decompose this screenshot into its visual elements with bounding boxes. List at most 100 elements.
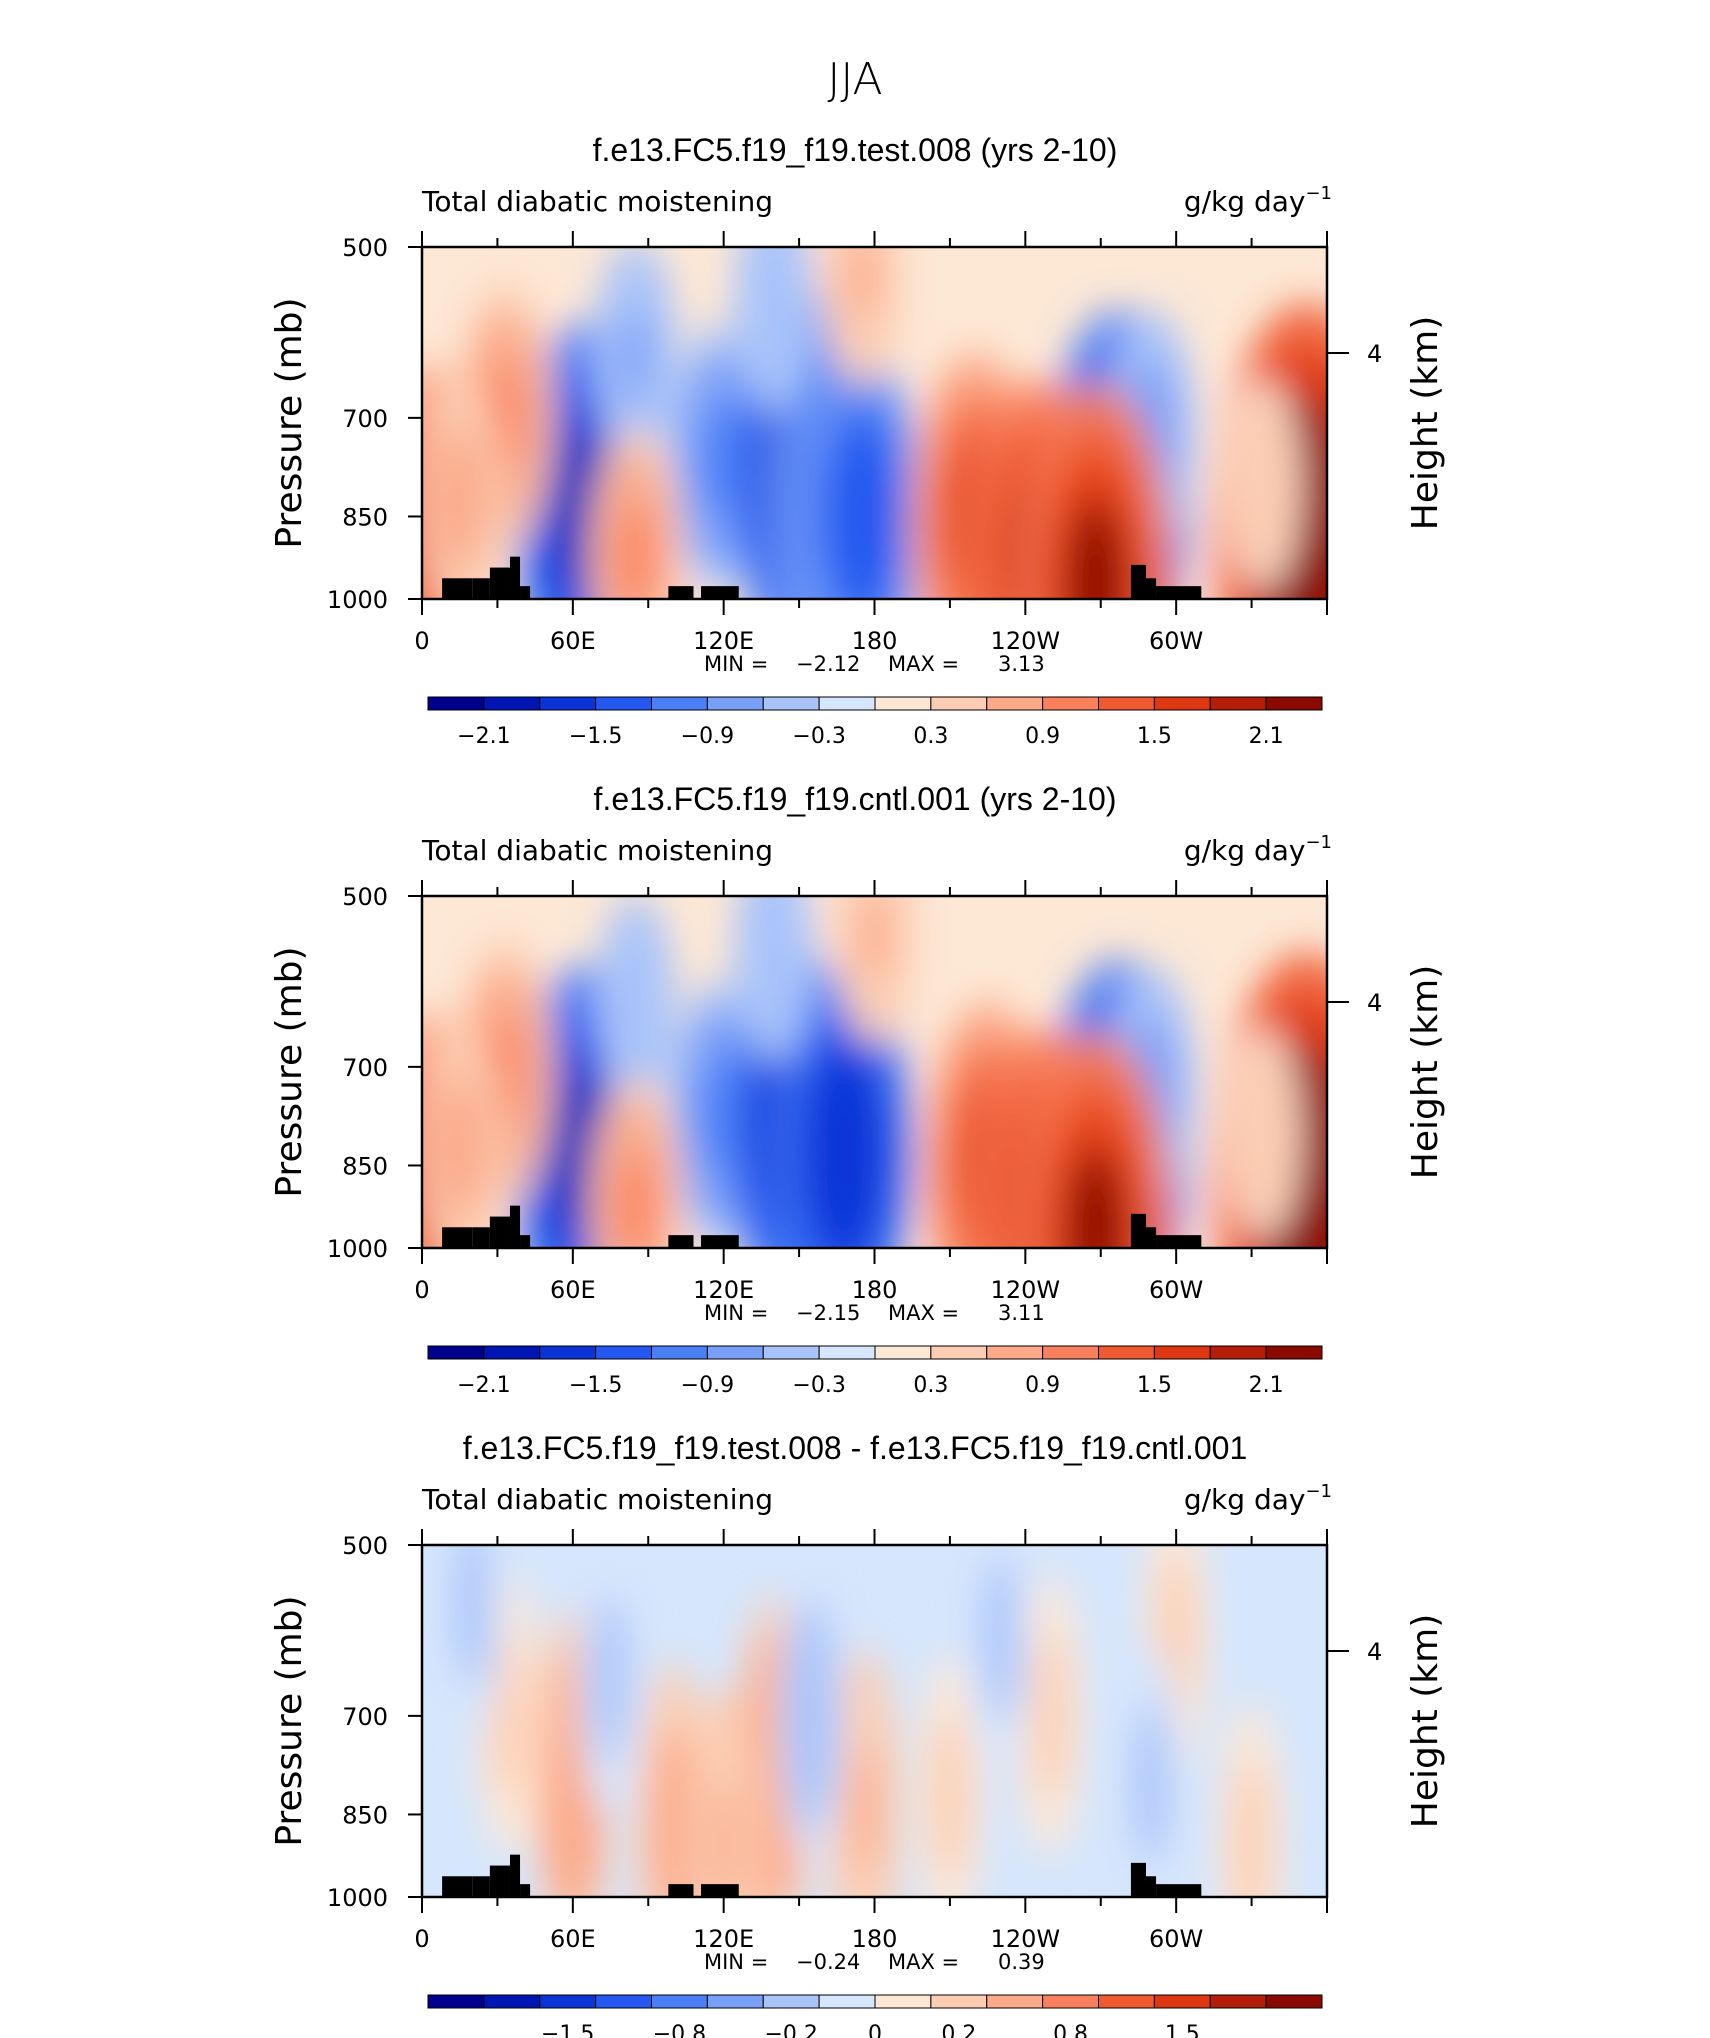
colorbar-swatch xyxy=(1042,1994,1099,2009)
x-tick-label: 60W xyxy=(1149,1276,1203,1304)
max-value: 0.39 xyxy=(998,1950,1045,1974)
colorbar-label: 0.9 xyxy=(1025,1373,1060,1398)
terrain-block xyxy=(701,586,739,599)
y-tick-label: 1000 xyxy=(327,1884,388,1912)
panel-title: f.e13.FC5.f19_f19.test.008 - f.e13.FC5.f… xyxy=(463,1430,1248,1466)
contour-blob xyxy=(1163,1580,1189,1695)
colorbar-swatch xyxy=(874,1345,932,1360)
figure-title: JJA xyxy=(827,54,882,105)
colorbar-label: 0.2 xyxy=(941,2022,976,2038)
contour-blob xyxy=(1038,1659,1063,1773)
colorbar-swatch xyxy=(986,1994,1044,2009)
colorbar-swatch xyxy=(1265,696,1323,711)
x-tick-label: 60E xyxy=(550,1276,596,1304)
y-tick-label: 500 xyxy=(342,1532,388,1560)
contour-blob xyxy=(838,450,886,583)
field-label: Total diabatic moistening xyxy=(421,185,773,218)
colorbar-swatch xyxy=(539,1345,597,1360)
x-tick-label: 0 xyxy=(414,627,429,655)
max-value: 3.11 xyxy=(998,1301,1045,1325)
terrain-block xyxy=(509,1205,521,1248)
terrain-block xyxy=(1156,586,1202,599)
colorbar-swatch xyxy=(930,1994,988,2009)
contour-blob xyxy=(1249,1092,1279,1177)
colorbar-label: −1.5 xyxy=(569,1373,622,1398)
colorbar-label: 1.5 xyxy=(1137,724,1172,749)
terrain-block xyxy=(520,1235,531,1248)
y2-tick-label: 4 xyxy=(1367,340,1382,368)
colorbar-swatch xyxy=(1265,1994,1323,2009)
terrain-block xyxy=(1130,1213,1146,1248)
colorbar-swatch xyxy=(1098,1994,1155,2009)
contour-blob xyxy=(758,260,790,349)
colorbar-swatch xyxy=(483,1994,541,2009)
panel-title: f.e13.FC5.f19_f19.cntl.001 (yrs 2-10) xyxy=(594,781,1117,817)
colorbar-label: 0.8 xyxy=(1053,2022,1088,2038)
colorbar-swatch xyxy=(483,1345,541,1360)
colorbar-swatch xyxy=(1098,1345,1155,1360)
y-tick-label: 700 xyxy=(342,405,388,433)
colorbar-swatch xyxy=(930,696,988,711)
contour-blob xyxy=(850,1744,879,1873)
colorbar-label: −0.8 xyxy=(653,2022,706,2038)
contour-blob xyxy=(1239,1786,1264,1897)
x-tick-label: 180 xyxy=(852,627,898,655)
max-label: MAX = xyxy=(888,652,959,676)
colorbar: −1.5 −0.8 −0.2 0 0.2 0.8 1.5 xyxy=(427,1994,1323,2038)
y-tick-label: 500 xyxy=(342,234,388,262)
y-tick-label: 500 xyxy=(342,883,388,911)
colorbar-swatch xyxy=(1209,696,1267,711)
y-tick-label: 700 xyxy=(342,1054,388,1082)
y2-axis-title: Height (km) xyxy=(1405,1614,1446,1828)
min-value: −2.12 xyxy=(796,652,860,676)
colorbar-swatch xyxy=(706,1345,764,1360)
colorbar-label: −0.2 xyxy=(764,2022,817,2038)
terrain-block xyxy=(1130,564,1146,599)
y2-tick-label: 4 xyxy=(1367,989,1382,1017)
field-label: Total diabatic moistening xyxy=(421,1483,773,1516)
contour-blob xyxy=(620,960,651,1050)
colorbar-swatch xyxy=(1042,1345,1099,1360)
units-label: g/kg day−1 xyxy=(1184,832,1332,867)
colorbar-swatch xyxy=(762,1345,820,1360)
x-tick-label: 120E xyxy=(693,627,754,655)
terrain-block xyxy=(489,1865,510,1897)
contour-blob xyxy=(659,1760,688,1893)
colorbar-swatch xyxy=(874,696,932,711)
colorbar: −2.1 −1.5 −0.9 −0.3 0.3 0.9 1.5 2.1 xyxy=(427,696,1323,749)
colorbar-swatch xyxy=(1209,1994,1267,2009)
colorbar-swatch xyxy=(986,1345,1044,1360)
max-label: MAX = xyxy=(888,1301,959,1325)
contour-blob xyxy=(617,1154,654,1248)
terrain-block xyxy=(489,1216,510,1248)
contour-field xyxy=(439,1545,1285,1897)
colorbar-swatch xyxy=(595,1345,652,1360)
plot-area xyxy=(422,1545,1327,1897)
terrain-block xyxy=(701,1235,739,1248)
terrain-block xyxy=(668,1884,694,1897)
colorbar-label: −0.3 xyxy=(792,724,845,749)
contour-blob xyxy=(459,1545,485,1660)
terrain-block xyxy=(1156,1235,1202,1248)
colorbar-swatch xyxy=(427,1994,485,2009)
colorbar-swatch xyxy=(427,696,485,711)
min-label: MIN = xyxy=(704,652,768,676)
x-tick-label: 120E xyxy=(693,1276,754,1304)
contour-blob xyxy=(497,1659,523,1773)
colorbar: −2.1 −1.5 −0.9 −0.3 0.3 0.9 1.5 2.1 xyxy=(427,1345,1323,1398)
colorbar-swatch xyxy=(1265,1345,1323,1360)
colorbar-label: 2.1 xyxy=(1249,1373,1284,1398)
panel-1: f.e13.FC5.f19_f19.test.008 (yrs 2-10) Tot… xyxy=(269,132,1446,749)
y-tick-label: 850 xyxy=(342,1152,388,1180)
contour-blob xyxy=(699,405,738,514)
max-value: 3.13 xyxy=(998,652,1045,676)
min-label: MIN = xyxy=(704,1301,768,1325)
colorbar-label: 2.1 xyxy=(1249,724,1284,749)
y-axis-title: Pressure (mb) xyxy=(269,1595,310,1846)
contour-blob xyxy=(987,1580,1013,1695)
units-label: g/kg day−1 xyxy=(1184,183,1332,218)
colorbar-swatch xyxy=(651,1994,708,2009)
contour-blob xyxy=(442,1098,477,1197)
x-tick-label: 120W xyxy=(991,1925,1061,1953)
